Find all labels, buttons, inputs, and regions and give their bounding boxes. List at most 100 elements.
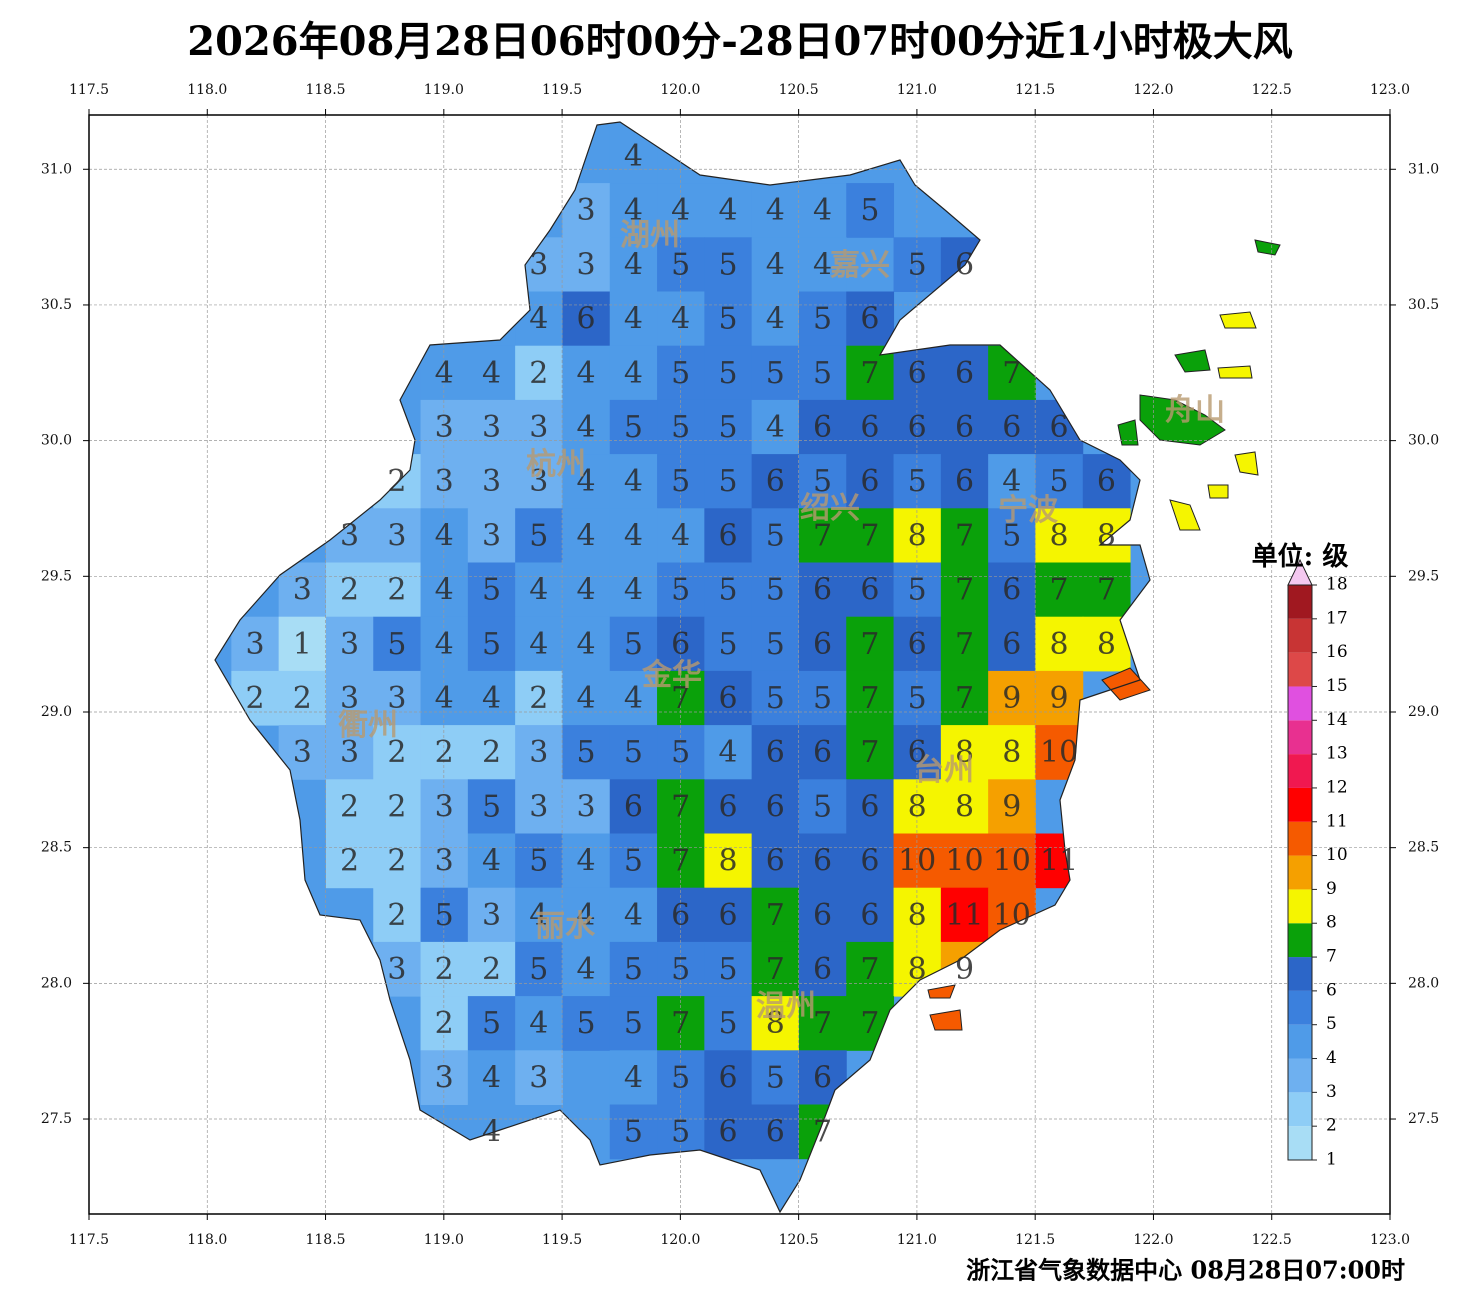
wind-cell (420, 941, 469, 997)
wind-value: 5 (1050, 464, 1069, 499)
wind-value: 4 (813, 193, 832, 228)
map-frame (88, 114, 1391, 1215)
colorbar-label: 1 (1326, 1150, 1337, 1170)
wind-value: 5 (908, 681, 927, 716)
wind-value: 6 (671, 627, 690, 662)
wind-cell (420, 670, 469, 726)
wind-value: 5 (718, 410, 737, 445)
wind-value: 4 (766, 410, 785, 445)
wind-value: 6 (671, 898, 690, 933)
wind-cell (609, 725, 658, 780)
wind-value: 10 (1040, 735, 1078, 770)
wind-value: 4 (529, 898, 548, 933)
wind-value: 5 (671, 1060, 690, 1095)
wind-value: 3 (529, 789, 548, 824)
y-tick-label: 28.5 (1408, 840, 1439, 856)
city-label: 温州 (756, 989, 816, 1024)
y-tick-label: 28.5 (41, 840, 72, 856)
wind-cell (609, 887, 658, 943)
wind-cell (846, 399, 895, 455)
colorbar-label: 9 (1326, 879, 1337, 899)
wind-value: 6 (860, 844, 879, 879)
wind-cell (893, 508, 942, 563)
wind-cell (988, 833, 1036, 889)
wind-cell (373, 508, 422, 563)
wind-cell (562, 454, 611, 509)
y-tick-label: 28.0 (41, 975, 72, 991)
wind-cell (515, 562, 563, 618)
wind-value: 4 (435, 518, 454, 553)
wind-value: 4 (435, 627, 454, 662)
wind-cell (657, 454, 705, 509)
wind-value: 5 (671, 464, 690, 499)
wind-value: 4 (624, 193, 643, 228)
wind-value: 2 (293, 681, 312, 716)
wind-value: 7 (955, 518, 974, 553)
wind-value: 4 (435, 681, 454, 716)
wind-cell (893, 345, 942, 401)
wind-cell (562, 616, 611, 672)
wind-cell (751, 345, 800, 401)
wind-value: 6 (813, 844, 832, 879)
city-label: 台州 (914, 753, 974, 788)
wind-value: 6 (955, 247, 974, 282)
wind-value: 7 (860, 518, 879, 553)
wind-cell (467, 779, 516, 834)
wind-value: 5 (671, 356, 690, 391)
wind-cell (562, 399, 611, 455)
wind-value: 4 (529, 627, 548, 662)
wind-cell (420, 616, 469, 672)
colorbar-label: 2 (1326, 1116, 1337, 1136)
wind-cell (562, 996, 611, 1051)
wind-cell (278, 670, 327, 726)
wind-value: 10 (993, 898, 1031, 933)
wind-cell (940, 616, 989, 672)
wind-cell (373, 887, 422, 943)
wind-cell (609, 183, 658, 238)
y-tick-label: 29.5 (1408, 568, 1439, 584)
wind-cell (609, 779, 658, 834)
wind-value: 3 (387, 518, 406, 553)
wind-cell (704, 183, 753, 238)
wind-cell (940, 725, 989, 780)
x-tick-label: 121.5 (1015, 82, 1055, 98)
wind-cell (704, 670, 753, 726)
city-label: 舟山 (1165, 393, 1225, 428)
wind-cell (704, 1050, 753, 1105)
wind-value: 5 (624, 627, 643, 662)
wind-cell (893, 887, 942, 943)
colorbar-segment (1288, 1092, 1312, 1127)
wind-value: 3 (435, 464, 454, 499)
colorbar-label: 10 (1326, 845, 1348, 865)
colorbar-segment (1288, 652, 1312, 687)
wind-value: 5 (813, 789, 832, 824)
wind-cell (846, 291, 895, 347)
wind-value: 3 (529, 410, 548, 445)
wind-value: 7 (1050, 573, 1069, 608)
wind-cell (893, 454, 942, 509)
wind-value: 8 (908, 952, 927, 987)
colorbar-label: 7 (1326, 947, 1337, 967)
wind-cell (798, 562, 847, 618)
wind-cell (940, 508, 989, 563)
wind-value: 3 (435, 1060, 454, 1095)
wind-cell (798, 996, 847, 1051)
wind-cell (1035, 562, 1084, 618)
x-tick-label: 119.5 (542, 1232, 582, 1248)
colorbar-segment (1288, 855, 1312, 890)
wind-value: 9 (1002, 789, 1021, 824)
wind-value: 6 (908, 735, 927, 770)
wind-value: 4 (577, 898, 596, 933)
wind-cell (562, 725, 611, 780)
wind-value: 3 (435, 789, 454, 824)
wind-value: 6 (1002, 410, 1021, 445)
wind-cell (704, 616, 753, 672)
wind-value: 5 (813, 302, 832, 337)
wind-value: 6 (860, 898, 879, 933)
wind-value: 5 (813, 681, 832, 716)
x-tick-label: 121.0 (897, 82, 937, 98)
wind-value: 4 (577, 681, 596, 716)
wind-cell (751, 1104, 800, 1160)
wind-cell (325, 562, 374, 618)
wind-value: 6 (1097, 464, 1116, 499)
